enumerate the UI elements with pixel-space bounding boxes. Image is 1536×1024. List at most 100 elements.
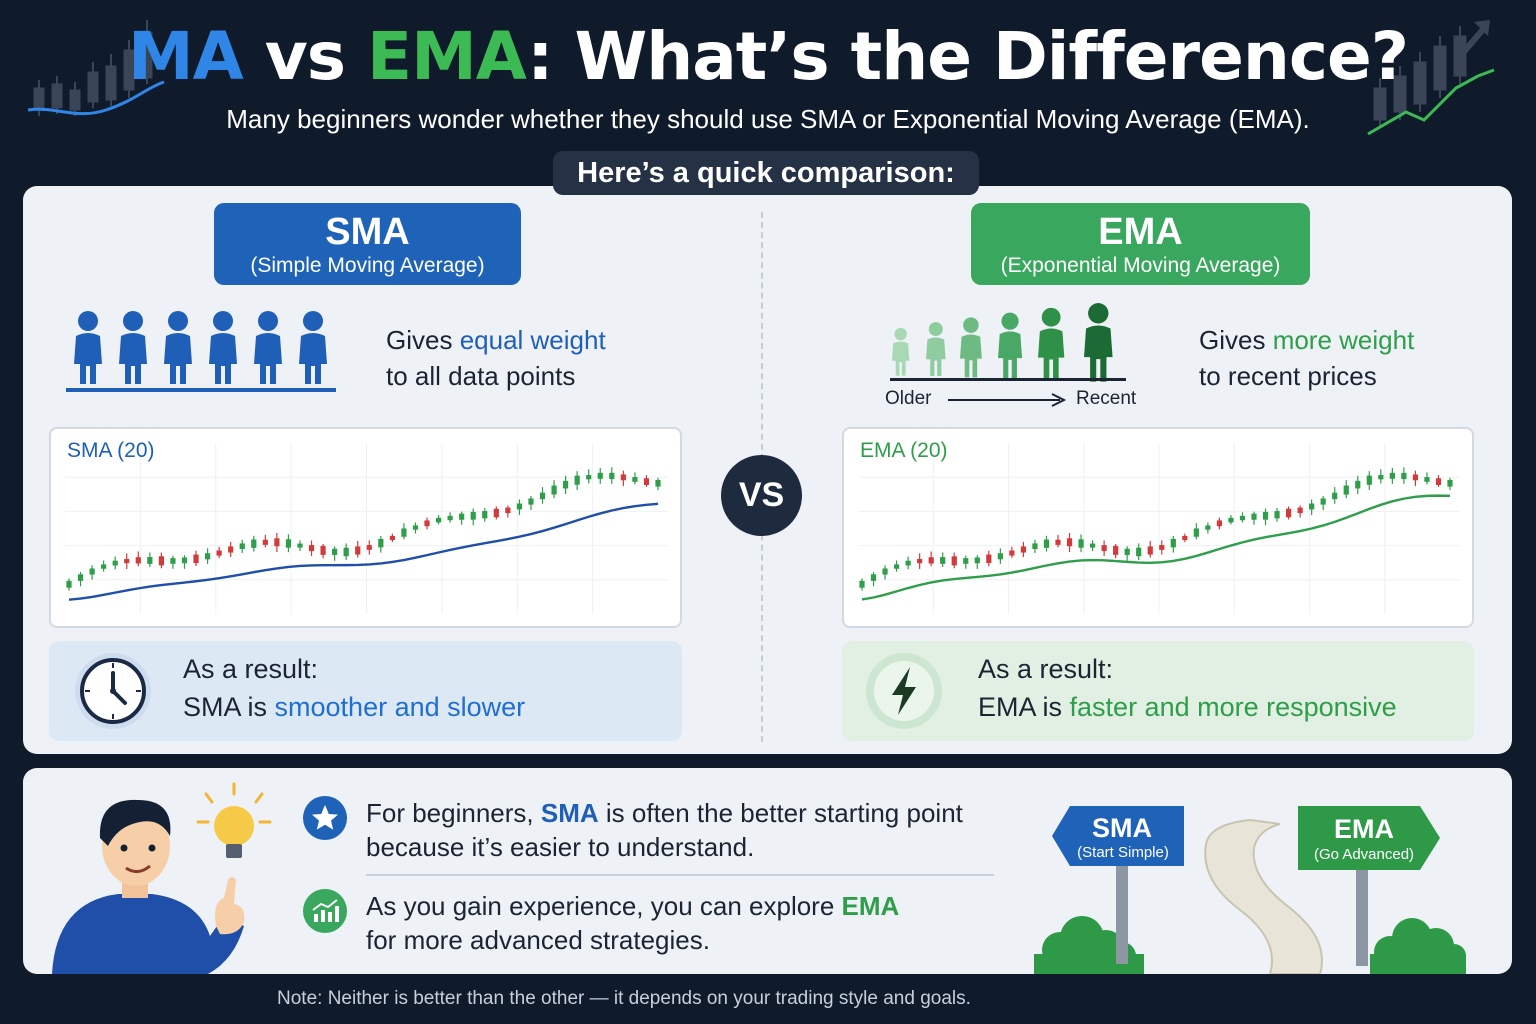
- candle-body: [1216, 520, 1223, 527]
- candle-body: [482, 511, 488, 519]
- candle-body: [1089, 543, 1096, 548]
- candle-body: [389, 535, 395, 541]
- candle-body: [332, 548, 338, 555]
- sma-sign-title: SMA: [1092, 813, 1152, 843]
- candle-body: [101, 564, 107, 569]
- recent-label: Recent: [1076, 388, 1137, 409]
- candle-body: [1170, 538, 1176, 548]
- candle-body: [1009, 550, 1015, 556]
- candle-body: [297, 543, 303, 548]
- candle-body: [1078, 539, 1084, 548]
- candle-body: [470, 511, 476, 520]
- ema-description: Gives more weight to recent prices: [1199, 325, 1415, 391]
- ema-chart: EMA (20): [842, 427, 1474, 628]
- candle-body: [859, 580, 865, 588]
- candle-body: [193, 554, 199, 564]
- candle-body: [355, 546, 361, 555]
- sma-badge: SMA (Simple Moving Average): [214, 203, 521, 285]
- candle-body: [870, 574, 877, 581]
- candle-body: [1412, 474, 1419, 481]
- moving-average-line: [861, 494, 1451, 601]
- candle-body: [228, 546, 234, 553]
- sma-result-text: As a result: SMA is smoother and slower: [183, 654, 526, 722]
- candle-body: [609, 472, 615, 480]
- sma-badge-title: SMA: [325, 211, 410, 253]
- ema-sign: EMA (Go Advanced): [1298, 806, 1440, 870]
- header-chart-right-icon: [1367, 20, 1495, 136]
- candle-body: [424, 520, 430, 527]
- candle-body: [158, 556, 164, 566]
- candle-body: [597, 472, 603, 479]
- candle-body: [447, 515, 453, 521]
- sma-sign: SMA (Start Simple): [1052, 806, 1184, 866]
- comparison-pill: Here’s a quick comparison:: [553, 151, 979, 195]
- candle-body: [285, 539, 292, 548]
- candle-body: [893, 564, 900, 569]
- candle-body: [974, 557, 980, 564]
- candle-body: [274, 538, 280, 547]
- candle-body: [89, 568, 95, 575]
- advice-panel: [23, 768, 1512, 974]
- person-with-lightbulb-icon: [52, 782, 272, 974]
- lightning-icon: [866, 653, 942, 729]
- candle-body: [378, 538, 384, 548]
- moving-average-line: [68, 502, 659, 601]
- equal-weight-people-icon: [66, 311, 336, 392]
- candle-body: [1239, 515, 1246, 521]
- candle-body: [1055, 539, 1061, 545]
- ema-result-text: As a result: EMA is faster and more resp…: [978, 654, 1397, 722]
- candle-body: [928, 557, 934, 564]
- weighted-people-icon: [890, 303, 1126, 382]
- beginner-tip: For beginners, SMA is often the better s…: [366, 798, 963, 862]
- candle-body: [320, 545, 326, 555]
- candle-body: [147, 557, 153, 564]
- candle-body: [435, 517, 442, 523]
- ema-chart-svg: [858, 443, 1460, 614]
- ema-chart-label: EMA (20): [860, 439, 948, 462]
- candle-body: [66, 580, 72, 588]
- candle-body: [1043, 539, 1050, 548]
- sma-sign-subtitle: (Start Simple): [1077, 844, 1169, 861]
- candle-body: [505, 507, 511, 514]
- sma-chart-svg: [65, 443, 668, 614]
- candle-body: [917, 558, 923, 564]
- candle-body: [586, 475, 592, 480]
- candle-body: [412, 525, 419, 530]
- candle-body: [1193, 528, 1199, 537]
- candle-body: [1378, 475, 1384, 480]
- candle-body: [308, 545, 315, 552]
- candle-body: [1274, 511, 1280, 519]
- ema-sign-subtitle: (Go Advanced): [1314, 846, 1414, 863]
- page-subtitle: Many beginners wonder whether they shoul…: [226, 104, 1310, 134]
- candle-body: [1320, 498, 1326, 505]
- road-signs-illustration: SMA (Start Simple) EMA (Go Advanced): [1034, 806, 1466, 974]
- candle-body: [632, 477, 638, 482]
- candle-body: [1424, 477, 1430, 482]
- candle-body: [1297, 507, 1303, 514]
- ema-badge: EMA (Exponential Moving Average): [971, 203, 1310, 285]
- candle-body: [1366, 475, 1372, 485]
- candle-body: [1343, 485, 1349, 495]
- candle-body: [135, 557, 141, 564]
- candle-body: [1159, 545, 1165, 550]
- candle-body: [1309, 503, 1315, 510]
- candle-body: [204, 553, 211, 560]
- ema-badge-title: EMA: [1098, 211, 1183, 253]
- candle-body: [262, 539, 268, 545]
- candle-body: [882, 568, 888, 575]
- tip-separator: [366, 874, 994, 876]
- candle-body: [1136, 547, 1142, 557]
- candle-body: [1251, 513, 1257, 520]
- candle-body: [655, 480, 661, 487]
- candle-body: [1020, 546, 1027, 553]
- candle-body: [1113, 545, 1119, 555]
- candle-body: [1147, 546, 1153, 555]
- sma-chart: SMA (20): [49, 427, 682, 628]
- candle-body: [493, 508, 499, 518]
- candle-body: [516, 503, 523, 510]
- candle-body: [1401, 472, 1407, 480]
- advanced-tip: As you gain experience, you can explore …: [366, 891, 900, 955]
- growth-chart-icon: [303, 889, 347, 933]
- candle-body: [997, 553, 1003, 560]
- candle-body: [77, 574, 84, 581]
